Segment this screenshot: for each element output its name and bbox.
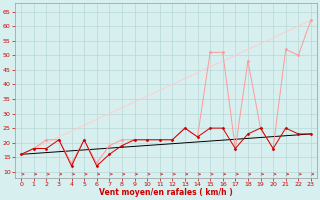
X-axis label: Vent moyen/en rafales ( km/h ): Vent moyen/en rafales ( km/h ) bbox=[99, 188, 233, 197]
